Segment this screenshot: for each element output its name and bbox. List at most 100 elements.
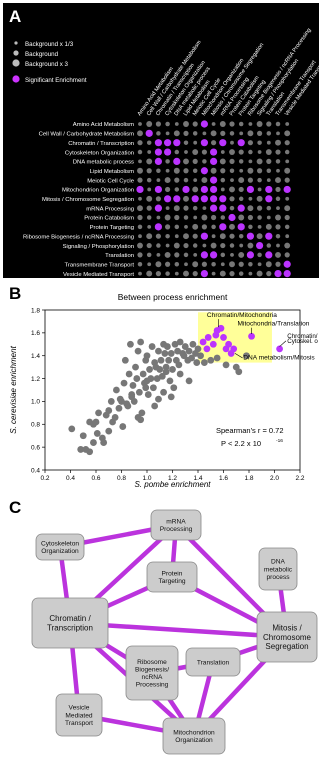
- matrix-dot: [183, 140, 189, 145]
- matrix-dot: [192, 243, 198, 248]
- matrix-dot: [211, 224, 216, 230]
- matrix-dot: [137, 224, 143, 230]
- data-point: [105, 427, 113, 435]
- matrix-dot: [284, 214, 290, 221]
- matrix-dot: [137, 214, 143, 221]
- matrix-dot: [145, 129, 153, 137]
- annotation-label: Chromatin/Mitochondria: [207, 312, 277, 319]
- data-point: [121, 356, 129, 364]
- matrix-dot: [183, 233, 189, 240]
- matrix-dot: [173, 242, 180, 249]
- matrix-dot: [201, 224, 207, 230]
- row-label: Transmembrane Transport: [64, 262, 134, 268]
- matrix-dot: [183, 252, 189, 258]
- data-point: [185, 347, 193, 355]
- matrix-dot: [229, 149, 235, 155]
- y-tick-label: 1.4: [31, 353, 40, 360]
- highlight-point: [225, 340, 233, 348]
- matrix-dot: [219, 270, 226, 277]
- matrix-dot: [283, 185, 291, 194]
- matrix-dot: [192, 205, 198, 211]
- annotation-leader: [234, 353, 243, 359]
- matrix-dot: [238, 271, 244, 276]
- data-point: [162, 368, 170, 376]
- matrix-dot: [275, 159, 281, 164]
- data-point: [149, 384, 157, 392]
- row-label: Mitochondrion Organization: [62, 188, 134, 194]
- matrix-dot: [238, 177, 245, 184]
- matrix-dot: [184, 262, 188, 267]
- matrix-dot: [165, 131, 170, 136]
- node-ribo: [125, 645, 179, 701]
- matrix-dot: [257, 187, 262, 192]
- matrix-dot: [256, 241, 264, 250]
- matrix-dot: [238, 261, 244, 267]
- legend-label: Background x 1/3: [25, 41, 74, 48]
- panel-b-scatter: B Between process enrichment 0.2 0.4 0.6 0.8…: [3, 284, 319, 490]
- matrix-dot: [219, 195, 227, 203]
- matrix-dot: [266, 215, 271, 220]
- matrix-dot: [193, 178, 198, 183]
- matrix-dot: [136, 185, 144, 194]
- node-label: Chromosome: [263, 633, 312, 642]
- matrix-dot: [257, 215, 262, 220]
- node-dna: [258, 547, 298, 591]
- data-point: [92, 418, 100, 426]
- data-point: [148, 343, 156, 350]
- node-label: Mitosis /: [272, 624, 302, 633]
- matrix-dot: [155, 121, 161, 127]
- matrix-dot: [210, 157, 218, 165]
- matrix-dot: [284, 167, 291, 174]
- matrix-dot: [146, 140, 152, 145]
- matrix-dot: [266, 205, 272, 211]
- matrix-dot: [247, 214, 253, 221]
- matrix-dot: [138, 122, 142, 126]
- annotation-leader: [279, 340, 287, 347]
- data-point: [213, 354, 221, 362]
- matrix-dot: [256, 158, 263, 165]
- data-point: [128, 393, 136, 401]
- matrix-dot: [164, 251, 171, 258]
- matrix-dot: [174, 214, 180, 221]
- data-point: [134, 347, 142, 355]
- x-tick-label: 0.4: [66, 475, 75, 482]
- matrix-dot: [183, 205, 189, 211]
- data-point: [175, 361, 183, 369]
- data-point: [235, 368, 243, 376]
- matrix-dot: [173, 205, 180, 212]
- matrix-dot: [210, 148, 218, 156]
- data-point: [113, 386, 120, 394]
- matrix-dot: [220, 168, 226, 174]
- node-mito: [162, 717, 226, 755]
- matrix-dot: [137, 242, 143, 249]
- matrix-dot: [257, 140, 262, 145]
- matrix-dot: [246, 232, 254, 240]
- node-vesicle: [55, 693, 103, 737]
- matrix-dot: [165, 121, 170, 127]
- matrix-dot: [173, 167, 180, 174]
- matrix-dot: [211, 234, 216, 239]
- matrix-dot: [265, 232, 273, 240]
- legend-marker: [13, 50, 19, 56]
- matrix-dot: [200, 167, 208, 175]
- matrix-dot: [247, 130, 254, 137]
- matrix-dot: [202, 131, 207, 136]
- y-tick-label: 1.2: [31, 376, 40, 383]
- matrix-dot: [164, 214, 171, 221]
- data-point: [143, 377, 151, 385]
- data-point: [189, 340, 197, 348]
- annotation-label: Chromatin/: [287, 333, 318, 340]
- matrix-dot: [192, 186, 199, 193]
- matrix-dot: [210, 167, 217, 174]
- node-label: DNA: [271, 559, 286, 566]
- matrix-dot: [183, 270, 189, 277]
- data-point: [243, 352, 250, 360]
- matrix-dot: [211, 214, 217, 221]
- matrix-dot: [137, 149, 143, 155]
- panel-c-network: C mRNA Processing Cytoskeleton Organization…: [3, 498, 319, 774]
- matrix-dot: [200, 251, 208, 259]
- matrix-dot: [248, 159, 253, 164]
- stat-pvalue: P < 2.2 x 10: [221, 439, 261, 448]
- node-label: process: [266, 574, 290, 581]
- matrix-dot: [220, 187, 225, 192]
